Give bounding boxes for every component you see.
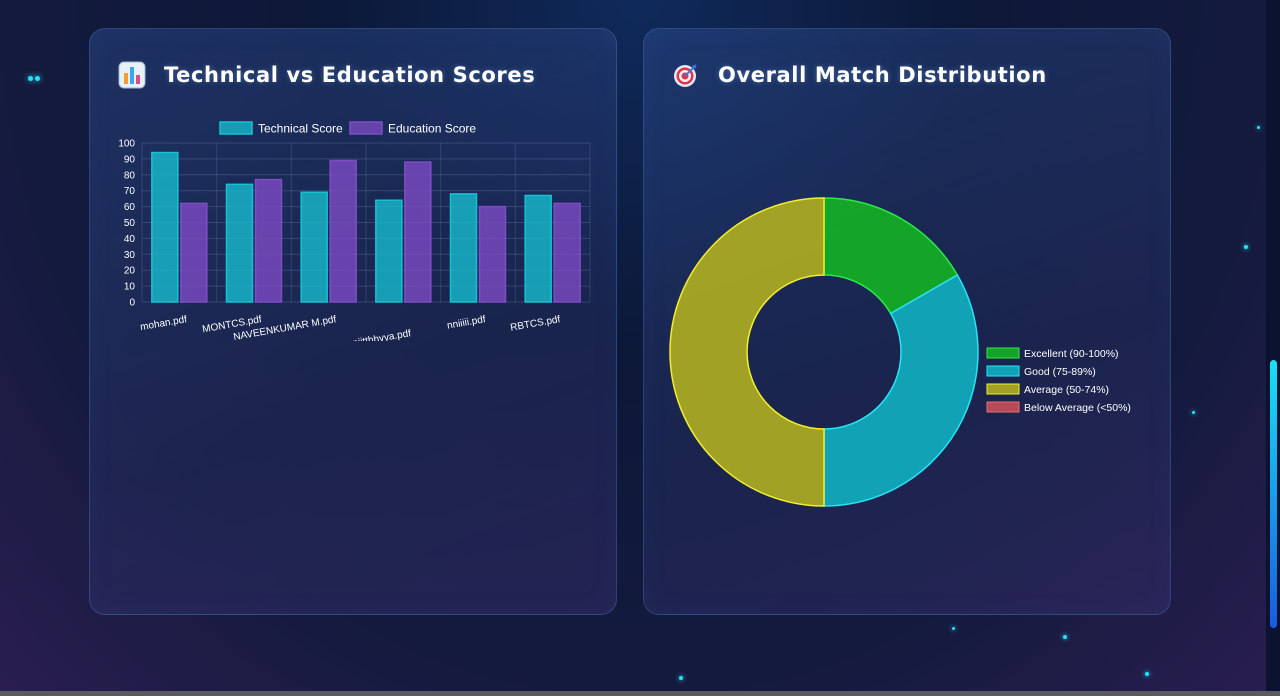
- legend-label[interactable]: Average (50-74%): [1024, 384, 1109, 396]
- bar-education[interactable]: [254, 178, 283, 303]
- y-tick-label: 30: [124, 250, 136, 261]
- overall-match-distribution-card: Overall Match Distribution Excellent (90…: [643, 28, 1171, 615]
- bar-technical[interactable]: [300, 191, 328, 303]
- bar-education[interactable]: [478, 205, 507, 303]
- target-icon: [672, 61, 700, 89]
- legend-swatch[interactable]: [349, 121, 383, 135]
- bar-technical[interactable]: [524, 194, 552, 303]
- donut-slice[interactable]: [669, 197, 825, 507]
- bar-education[interactable]: [180, 202, 208, 303]
- x-tick-label: mohan.pdf: [139, 314, 188, 333]
- bar-technical[interactable]: [225, 183, 254, 303]
- background-glow-dot: [1244, 245, 1248, 249]
- y-tick-label: 100: [118, 139, 135, 150]
- legend-label[interactable]: Good (75-89%): [1024, 366, 1096, 378]
- background-glow-dot: [679, 676, 683, 680]
- y-tick-label: 50: [124, 218, 136, 229]
- technical-vs-education-card: Technical vs Education Scores Technical …: [89, 28, 617, 615]
- background-glow-dot: [1063, 635, 1067, 639]
- y-tick-label: 90: [124, 154, 136, 165]
- x-tick-label: niitthhyya.pdf: [352, 328, 412, 341]
- window-bottom-edge: [0, 691, 1280, 696]
- background-glow-dot: [952, 627, 955, 630]
- bar-chart: Technical Score Education Score 0 10 20 30 40 5…: [118, 121, 591, 341]
- y-tick-label: 60: [124, 202, 136, 213]
- y-tick-label: 80: [124, 170, 136, 181]
- bar-technical[interactable]: [151, 151, 179, 303]
- background-glow-dot: [28, 76, 33, 81]
- bar-education[interactable]: [553, 202, 581, 303]
- legend-label[interactable]: Education Score: [388, 122, 476, 136]
- y-tick-label: 0: [129, 298, 135, 309]
- bar-chart-icon: [118, 61, 146, 89]
- page-scrollbar[interactable]: [1266, 0, 1280, 696]
- card-title: Overall Match Distribution: [718, 63, 1047, 87]
- legend-swatch[interactable]: [219, 121, 253, 135]
- bar-technical[interactable]: [449, 193, 478, 303]
- donut-slice[interactable]: [823, 273, 979, 507]
- donut-chart: Excellent (90-100%) Good (75-89%) Average …: [669, 197, 1131, 507]
- legend-swatch[interactable]: [986, 365, 1020, 377]
- background-glow-dot: [1145, 672, 1149, 676]
- legend-swatch[interactable]: [986, 401, 1020, 413]
- legend-label[interactable]: Below Average (<50%): [1024, 402, 1131, 414]
- bar-education[interactable]: [329, 159, 357, 303]
- background-glow-dot: [1257, 126, 1260, 129]
- card-header: Overall Match Distribution: [672, 61, 1047, 89]
- scrollbar-thumb[interactable]: [1270, 360, 1277, 628]
- x-tick-label: RBTCS.pdf: [509, 314, 561, 334]
- y-tick-label: 10: [124, 282, 136, 293]
- x-tick-label: nniiiii.pdf: [446, 314, 486, 332]
- legend-label[interactable]: Excellent (90-100%): [1024, 348, 1119, 360]
- legend-swatch[interactable]: [986, 383, 1020, 395]
- card-title: Technical vs Education Scores: [164, 63, 536, 87]
- background-glow-dot: [1192, 411, 1195, 414]
- y-tick-label: 40: [124, 234, 136, 245]
- legend-swatch[interactable]: [986, 347, 1020, 359]
- background-glow-dot: [35, 76, 40, 81]
- y-tick-label: 20: [124, 266, 136, 277]
- legend-label[interactable]: Technical Score: [258, 122, 343, 136]
- bar-technical[interactable]: [375, 199, 403, 303]
- card-header: Technical vs Education Scores: [118, 61, 535, 89]
- bar-education[interactable]: [404, 161, 432, 303]
- y-tick-label: 70: [124, 186, 136, 197]
